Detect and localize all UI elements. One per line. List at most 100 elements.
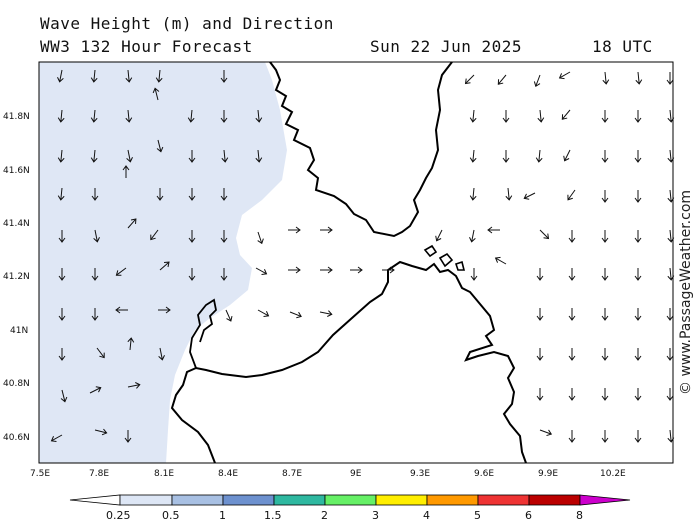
watermark-text: © www.PassageWeather.com: [678, 190, 694, 395]
direction-arrow: [601, 268, 609, 281]
direction-arrow: [469, 149, 477, 163]
latitude-axis: 41.8N 41.6N 41.4N 41.2N 41N 40.8N 40.6N: [3, 112, 30, 443]
direction-arrow: [601, 388, 609, 401]
direction-arrow: [159, 261, 170, 271]
direction-arrow: [539, 229, 550, 240]
direction-arrow: [58, 230, 66, 243]
direction-arrow: [634, 110, 642, 123]
direction-arrow: [57, 109, 65, 123]
direction-arrow: [155, 69, 163, 83]
direction-arrow: [156, 188, 164, 201]
direction-arrow: [536, 348, 544, 361]
colorbar-label: 1: [219, 509, 226, 522]
direction-arrow: [288, 266, 301, 274]
direction-arrow: [536, 268, 544, 281]
direction-arrow: [487, 226, 500, 234]
direction-arrow: [634, 150, 642, 163]
colorbar-label: 3: [372, 509, 379, 522]
lat-label: 41.8N: [3, 112, 30, 122]
direction-arrow: [115, 306, 128, 314]
colorbar-label: 2: [321, 509, 328, 522]
direction-arrow: [152, 87, 160, 101]
direction-arrow: [505, 187, 513, 201]
colorbar-label: 0.5: [162, 509, 180, 522]
direction-arrow: [666, 308, 674, 321]
direction-arrow: [115, 267, 127, 276]
direction-arrow: [188, 268, 196, 281]
direction-arrow: [90, 69, 98, 83]
direction-arrow: [563, 149, 571, 162]
direction-arrow: [601, 430, 609, 443]
direction-arrow: [91, 308, 99, 321]
direction-arrow: [568, 230, 576, 243]
direction-arrow: [220, 268, 228, 281]
direction-arrow: [319, 310, 333, 317]
direction-arrow: [536, 308, 544, 321]
colorbar-label: 5: [474, 509, 481, 522]
direction-arrow: [122, 165, 130, 178]
direction-arrow: [156, 139, 164, 153]
direction-arrow: [567, 189, 576, 201]
colorbar-swatch: [426, 494, 479, 506]
lat-label: 40.6N: [3, 433, 30, 443]
direction-arrow: [124, 430, 132, 443]
lat-label: 40.8N: [3, 379, 30, 389]
lat-label: 41.2N: [3, 272, 30, 282]
direction-arrow: [91, 188, 99, 201]
direction-arrow: [502, 150, 510, 163]
direction-arrow: [435, 229, 443, 242]
direction-arrow: [634, 268, 642, 281]
direction-arrow: [568, 388, 576, 401]
direction-arrow: [568, 348, 576, 361]
direction-arrow: [220, 230, 228, 243]
direction-arrow: [561, 109, 571, 120]
direction-arrow: [125, 109, 133, 123]
forecast-time: 18 UTC: [592, 37, 653, 56]
map-title: Wave Height (m) and Direction: [40, 14, 334, 33]
direction-arrow: [634, 230, 642, 243]
direction-arrow: [188, 150, 196, 163]
map-frame: [38, 61, 674, 464]
direction-arrow: [601, 150, 609, 163]
direction-arrow: [568, 430, 576, 443]
direction-arrow: [158, 306, 171, 314]
direction-arrow: [188, 230, 196, 243]
colorbar-right-tip: [579, 494, 631, 506]
longitude-axis: 7.5E 7.8E 8.1E 8.4E 8.7E 9E 9.3E 9.6E 9.…: [30, 469, 626, 479]
direction-arrow: [255, 109, 263, 123]
direction-arrow: [497, 74, 507, 85]
direction-arrow: [634, 388, 642, 401]
direction-arrow: [257, 309, 270, 318]
direction-arrow: [221, 149, 229, 163]
direction-arrow: [666, 388, 674, 401]
direction-arrow: [634, 190, 642, 203]
colorbar-swatch: [222, 494, 275, 506]
direction-arrow: [50, 434, 63, 443]
direction-arrow: [635, 71, 643, 85]
direction-arrow: [666, 72, 674, 85]
direction-arrow: [634, 430, 642, 443]
direction-arrow: [91, 268, 99, 281]
direction-arrow: [469, 109, 477, 123]
direction-arrow: [601, 308, 609, 321]
colorbar-left-tip: [69, 494, 121, 506]
colorbar-label: 1.5: [264, 509, 282, 522]
direction-arrow: [187, 109, 195, 123]
direction-arrow: [539, 429, 553, 437]
colorbar-swatch: [324, 494, 377, 506]
direction-arrow: [96, 347, 105, 359]
direction-arrow: [93, 229, 100, 243]
direction-arrow: [502, 110, 510, 123]
direction-arrow: [536, 388, 544, 401]
direction-arrow: [601, 348, 609, 361]
direction-arrow: [601, 190, 609, 203]
lat-label: 41.4N: [3, 219, 30, 229]
colorbar-swatch: [171, 494, 224, 506]
corsica-coast: [269, 61, 453, 238]
lon-label: 10.2E: [600, 469, 626, 479]
direction-arrow: [464, 74, 475, 85]
direction-arrow: [523, 192, 536, 200]
direction-arrow: [127, 218, 137, 229]
forecast-label: WW3 132 Hour Forecast: [40, 37, 253, 56]
